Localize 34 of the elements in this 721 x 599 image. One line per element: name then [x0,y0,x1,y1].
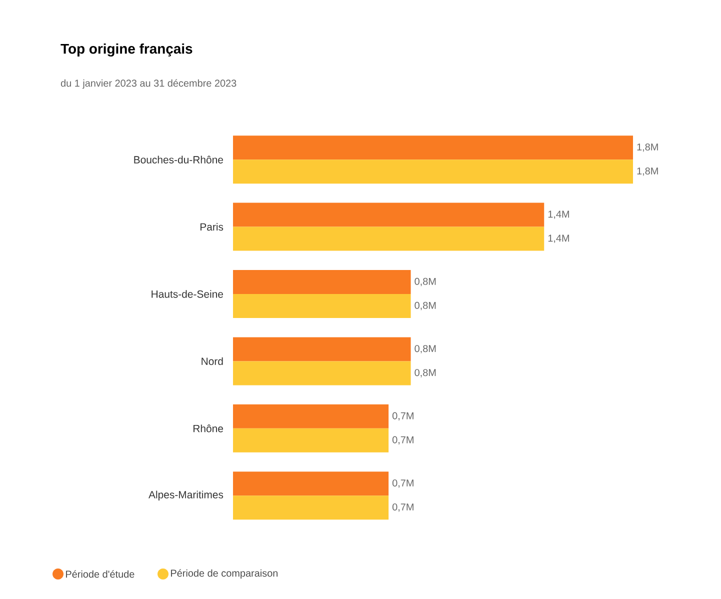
y-tick-label: Rhône [194,424,224,432]
data-label: 0,8M [414,278,436,286]
bar [233,361,411,386]
bar [233,472,389,496]
chart-title: Top origine français [60,43,192,57]
bar [233,136,634,160]
data-label: 0,7M [392,479,414,488]
data-label: 0,7M [392,436,414,445]
y-tick-label: Paris [200,222,224,231]
data-label: 0,7M [392,503,414,512]
legend-label: Période de comparaison [171,569,278,579]
text: du 1 janvier 2023 au 31 décembre 2023 [60,79,236,89]
y-tick-label: Alpes-Maritimes [148,490,224,500]
y-tick-label: Bouches-du-Rhône [134,156,223,164]
data-label: 0,8M [414,345,436,354]
bar [233,270,411,294]
data-label: 0,8M [414,369,436,378]
data-label: 0,8M [414,302,436,310]
bar [233,160,634,184]
data-label: 0,7M [392,412,414,421]
bar [233,404,389,428]
y-tick-label: Nord [202,357,223,366]
legend-label: Période d'étude [66,570,134,578]
bar [233,294,411,318]
data-label: 1,4M [548,234,569,243]
bar [233,337,411,362]
y-tick-label: Hauts-de-Seine [152,290,223,298]
data-label: 1,4M [548,210,569,219]
bar [233,428,389,452]
bar [233,202,544,227]
bar [233,226,544,251]
bar [233,496,389,520]
data-label: 1,8M [637,167,658,176]
data-label: 1,8M [637,143,658,152]
